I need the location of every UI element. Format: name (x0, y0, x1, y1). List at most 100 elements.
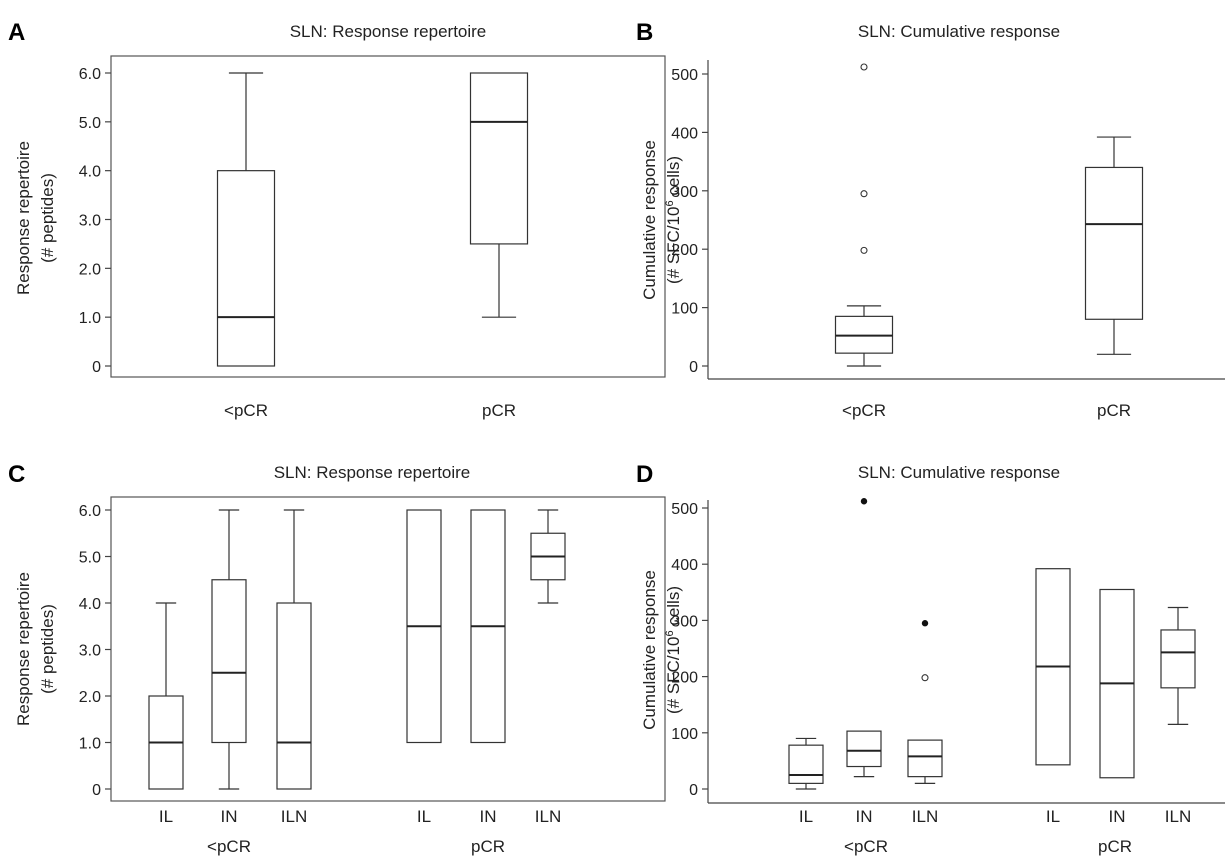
x-tick-label: IL (159, 807, 173, 826)
box-<pCR-IL (788, 737, 824, 790)
panel-d-title: SLN: Cumulative response (858, 463, 1060, 482)
y-tick-label: 300 (671, 613, 698, 630)
panel-a-ylabel-line2: (# peptides) (38, 173, 57, 263)
x-group-label: pCR (482, 401, 516, 420)
panel-d-plot-area: 0 100 200 300 400 500 IL IN ILN IL IN ILN <pCR pCR (671, 498, 1225, 856)
y-tick-label: 0 (92, 782, 101, 799)
y-tick-label: 5.0 (79, 115, 101, 132)
x-tick-label: ILN (1165, 807, 1191, 826)
x-tick-label: IN (480, 807, 497, 826)
box-pCR-IN (1099, 588, 1135, 779)
y-tick-label: 3.0 (79, 643, 101, 660)
x-group-label: pCR (1097, 401, 1131, 420)
panel-d-ylabel-prefix: (# SFC/10 (664, 637, 683, 714)
y-tick-label: 6.0 (79, 66, 101, 83)
box-pCR-IL (406, 509, 442, 744)
box-pCR (1084, 136, 1144, 355)
box-pCR-ILN (530, 509, 566, 604)
panel-letter-d: D (636, 461, 653, 488)
panel-b-ylabel-prefix: (# SFC/10 (664, 207, 683, 284)
x-tick-label: IL (1046, 807, 1060, 826)
y-tick-label: 300 (671, 184, 698, 201)
box-<pCR-IN (211, 509, 247, 790)
y-tick-label: 0 (689, 782, 698, 799)
y-tick-label: 200 (671, 242, 698, 259)
outlier-point (921, 674, 929, 682)
box-<pCR (216, 72, 276, 367)
panel-letter-a: A (8, 19, 25, 46)
x-group-label: <pCR (844, 837, 888, 856)
box-pCR-ILN (1160, 606, 1196, 725)
x-tick-label: IN (856, 807, 873, 826)
y-tick-label: 200 (671, 670, 698, 687)
panel-b-title: SLN: Cumulative response (858, 22, 1060, 41)
panel-a-ylabel-line1: Response repertoire (14, 141, 33, 295)
x-tick-label: ILN (281, 807, 307, 826)
y-tick-label: 1.0 (79, 736, 101, 753)
panel-a: A SLN: Response repertoire Response repe… (8, 19, 666, 420)
panel-d-ylabel-line1: Cumulative response (640, 570, 659, 730)
y-tick-label: 0 (689, 359, 698, 376)
panel-c-title: SLN: Response repertoire (274, 463, 471, 482)
y-tick-label: 500 (671, 67, 698, 84)
y-tick-label: 1.0 (79, 310, 101, 327)
extreme-point (921, 620, 929, 627)
y-tick-label: 400 (671, 557, 698, 574)
panel-letter-b: B (636, 19, 653, 46)
y-tick-label: 4.0 (79, 164, 101, 181)
box-iqr (211, 579, 247, 744)
x-tick-label: IL (799, 807, 813, 826)
x-tick-label: ILN (535, 807, 561, 826)
outlier-point (860, 246, 868, 254)
box-pCR-IN (470, 509, 506, 744)
y-tick-label: 6.0 (79, 503, 101, 520)
y-tick-label: 500 (671, 501, 698, 518)
y-tick-label: 4.0 (79, 596, 101, 613)
outlier-point (860, 63, 868, 71)
panel-b-ylabel-suffix: cells) (664, 156, 683, 200)
panel-a-plot-frame (110, 55, 666, 378)
panel-d-ylabel-line2: (# SFC/106 cells) (664, 586, 683, 714)
box-<pCR-ILN (907, 620, 943, 784)
box-iqr (788, 744, 824, 784)
box-iqr (1084, 166, 1144, 320)
box-iqr (469, 72, 529, 245)
y-tick-label: 400 (671, 125, 698, 142)
panel-b-plot-area: 0 100 200 300 400 500 <pCR pCR (671, 60, 1225, 420)
panel-c-plot-frame (110, 496, 666, 802)
panel-a-title: SLN: Response repertoire (290, 22, 487, 41)
y-tick-label: 100 (671, 726, 698, 743)
extreme-point (860, 498, 868, 505)
y-tick-label: 3.0 (79, 213, 101, 230)
x-group-label: <pCR (224, 401, 268, 420)
box-iqr (907, 739, 943, 778)
panel-b-ylabel-line1: Cumulative response (640, 140, 659, 300)
y-tick-label: 0 (92, 359, 101, 376)
panel-letter-c: C (8, 461, 25, 488)
panel-a-plot-area: 0 1.0 2.0 3.0 4.0 5.0 6.0 <pCR pCR (79, 55, 666, 420)
x-tick-label: IL (417, 807, 431, 826)
box-<pCR-IL (148, 602, 184, 790)
panel-c: C SLN: Response repertoire Response repe… (8, 461, 666, 856)
panel-b-ylabel-sup: 6 (664, 200, 676, 206)
box-pCR (469, 72, 529, 318)
panel-b-ylabel-line2: (# SFC/106 cells) (664, 156, 683, 284)
box-pCR-IL (1035, 568, 1071, 766)
box-iqr (216, 170, 276, 367)
box-<pCR (834, 63, 894, 367)
x-tick-label: IN (221, 807, 238, 826)
x-group-label: pCR (1098, 837, 1132, 856)
x-group-label: <pCR (842, 401, 886, 420)
box-<pCR-IN (846, 498, 882, 778)
x-group-label: pCR (471, 837, 505, 856)
panel-d-ylabel-suffix: cells) (664, 586, 683, 630)
panel-b: B SLN: Cumulative response Cumulative re… (636, 19, 1225, 420)
x-group-label: <pCR (207, 837, 251, 856)
y-tick-label: 2.0 (79, 689, 101, 706)
box-iqr (846, 730, 882, 768)
y-tick-label: 5.0 (79, 550, 101, 567)
x-tick-label: ILN (912, 807, 938, 826)
y-tick-label: 100 (671, 301, 698, 318)
y-tick-label: 2.0 (79, 261, 101, 278)
